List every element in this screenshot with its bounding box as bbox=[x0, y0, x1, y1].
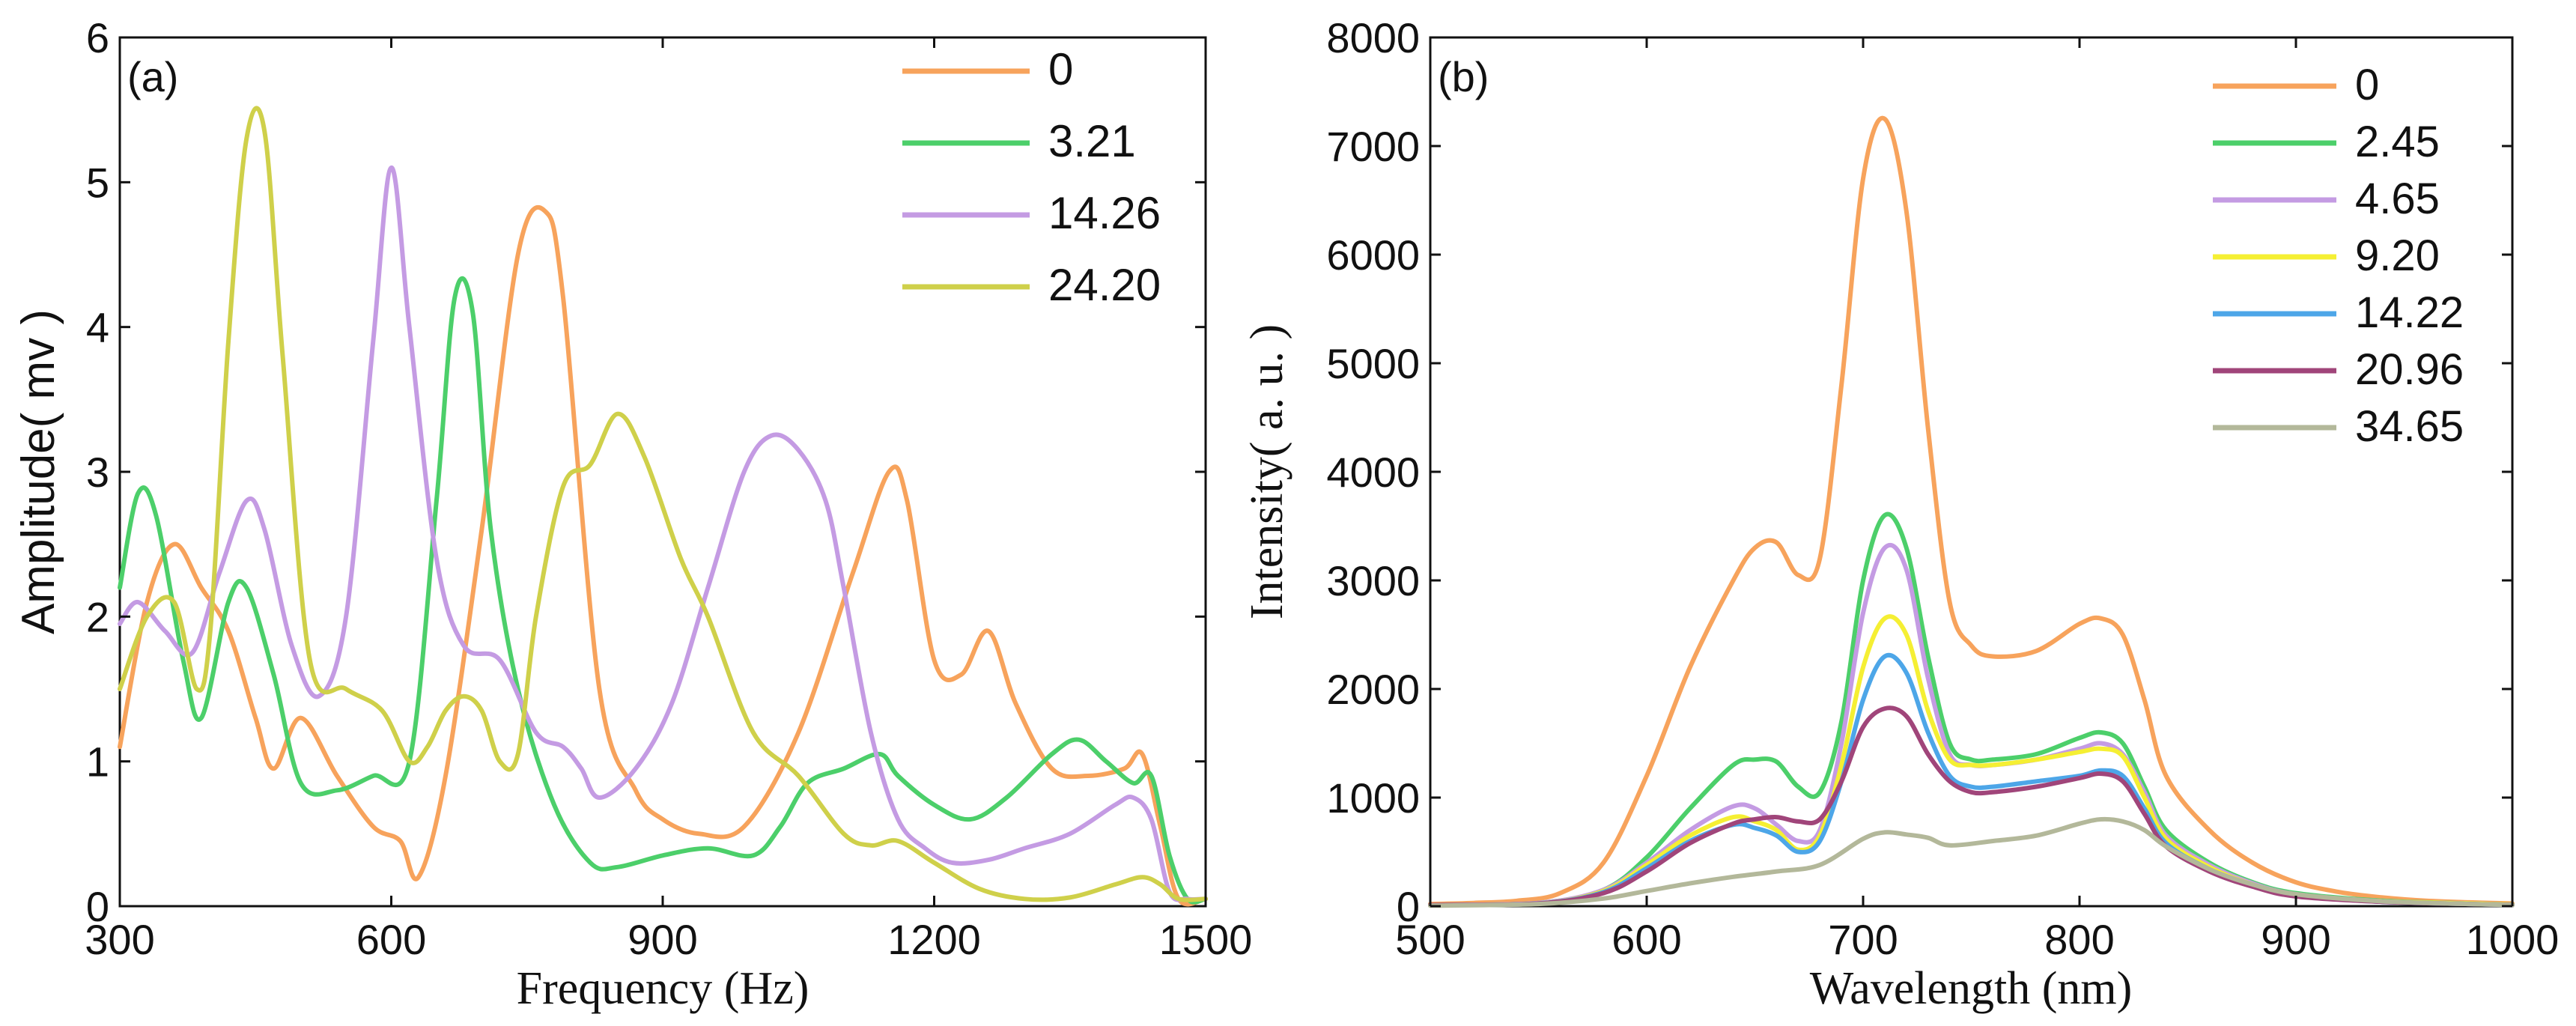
legend-label: 14.26 bbox=[1048, 188, 1161, 238]
y-tick-label: 0 bbox=[86, 883, 109, 930]
panel-a-legend: 0 3.21 14.26 24.20 bbox=[902, 44, 1161, 310]
series-line-14-26 bbox=[118, 165, 1208, 902]
series-line-34-65 bbox=[1428, 816, 2515, 908]
y-tick-label: 5000 bbox=[1326, 340, 1420, 387]
legend-label: 0 bbox=[1048, 44, 1073, 94]
x-tick-label: 300 bbox=[85, 916, 154, 963]
y-tick-label: 6000 bbox=[1326, 231, 1420, 279]
y-tick-label: 6 bbox=[86, 14, 109, 61]
panel-a-tag: (a) bbox=[127, 53, 178, 100]
y-tick-label: 8000 bbox=[1326, 14, 1420, 61]
series-line-2-45 bbox=[1428, 512, 2515, 908]
series-line-24-20 bbox=[118, 106, 1208, 902]
x-tick-label: 900 bbox=[628, 916, 697, 963]
y-tick-label: 4 bbox=[86, 304, 109, 351]
x-tick-label: 700 bbox=[1828, 916, 1898, 963]
legend-label: 24.20 bbox=[1048, 260, 1161, 310]
panel-b-plot-frame bbox=[1429, 36, 2514, 908]
x-tick-label: 900 bbox=[2261, 916, 2330, 963]
x-tick-label: 1200 bbox=[887, 916, 981, 963]
panel-b-legend: 0 2.45 4.65 9.20 14.22 20.96 34.65 bbox=[2213, 61, 2464, 451]
x-tick-label: 1000 bbox=[2466, 916, 2560, 963]
y-tick-label: 1000 bbox=[1326, 774, 1420, 822]
y-tick-label: 7000 bbox=[1326, 123, 1420, 170]
legend-label: 9.20 bbox=[2355, 231, 2440, 280]
y-tick-label: 2000 bbox=[1326, 666, 1420, 713]
legend-label: 20.96 bbox=[2355, 345, 2464, 394]
legend-label: 4.65 bbox=[2355, 174, 2440, 223]
x-tick-label: 800 bbox=[2044, 916, 2114, 963]
y-tick-label: 4000 bbox=[1326, 449, 1420, 496]
legend-label: 0 bbox=[2355, 61, 2379, 109]
panel-a-x-axis-title: Frequency (Hz) bbox=[517, 963, 809, 1014]
legend-label: 3.21 bbox=[1048, 116, 1136, 166]
panel-b-tag: (b) bbox=[1438, 53, 1489, 100]
x-tick-label: 600 bbox=[1611, 916, 1681, 963]
x-tick-label: 1500 bbox=[1159, 916, 1253, 963]
series-line-3-21 bbox=[118, 276, 1208, 905]
x-tick-label: 500 bbox=[1395, 916, 1465, 963]
panel-b-wavelength-intensity: 500 600 700 800 900 1000 0 1000 2000 3000 4000 500… bbox=[1242, 14, 2559, 1014]
series-line-14-22 bbox=[1428, 652, 2515, 908]
y-tick-label: 0 bbox=[1397, 883, 1420, 930]
y-tick-label: 5 bbox=[86, 159, 109, 206]
series-line-4-65 bbox=[1428, 542, 2515, 908]
panel-b-x-axis-title: Wavelength (nm) bbox=[1810, 963, 2133, 1014]
panel-a-y-axis-title: Amplitude( mv ) bbox=[13, 309, 64, 634]
panel-a-plot-frame bbox=[118, 36, 1207, 908]
legend-label: 14.22 bbox=[2355, 288, 2464, 337]
y-tick-label: 2 bbox=[86, 593, 109, 640]
series-line-0 bbox=[118, 204, 1208, 907]
y-tick-label: 1 bbox=[86, 738, 109, 786]
x-tick-label: 600 bbox=[356, 916, 426, 963]
panel-b-y-axis-title: Intensity( a. u. ) bbox=[1242, 324, 1292, 619]
legend-label: 34.65 bbox=[2355, 402, 2464, 451]
panel-a-frequency-amplitude: 300 600 900 1200 1500 0 1 2 3 4 5 6 (a) Frequency … bbox=[13, 14, 1252, 1014]
y-tick-label: 3 bbox=[86, 449, 109, 496]
series-line-0 bbox=[1428, 115, 2515, 907]
legend-label: 2.45 bbox=[2355, 118, 2440, 166]
y-tick-label: 3000 bbox=[1326, 557, 1420, 604]
